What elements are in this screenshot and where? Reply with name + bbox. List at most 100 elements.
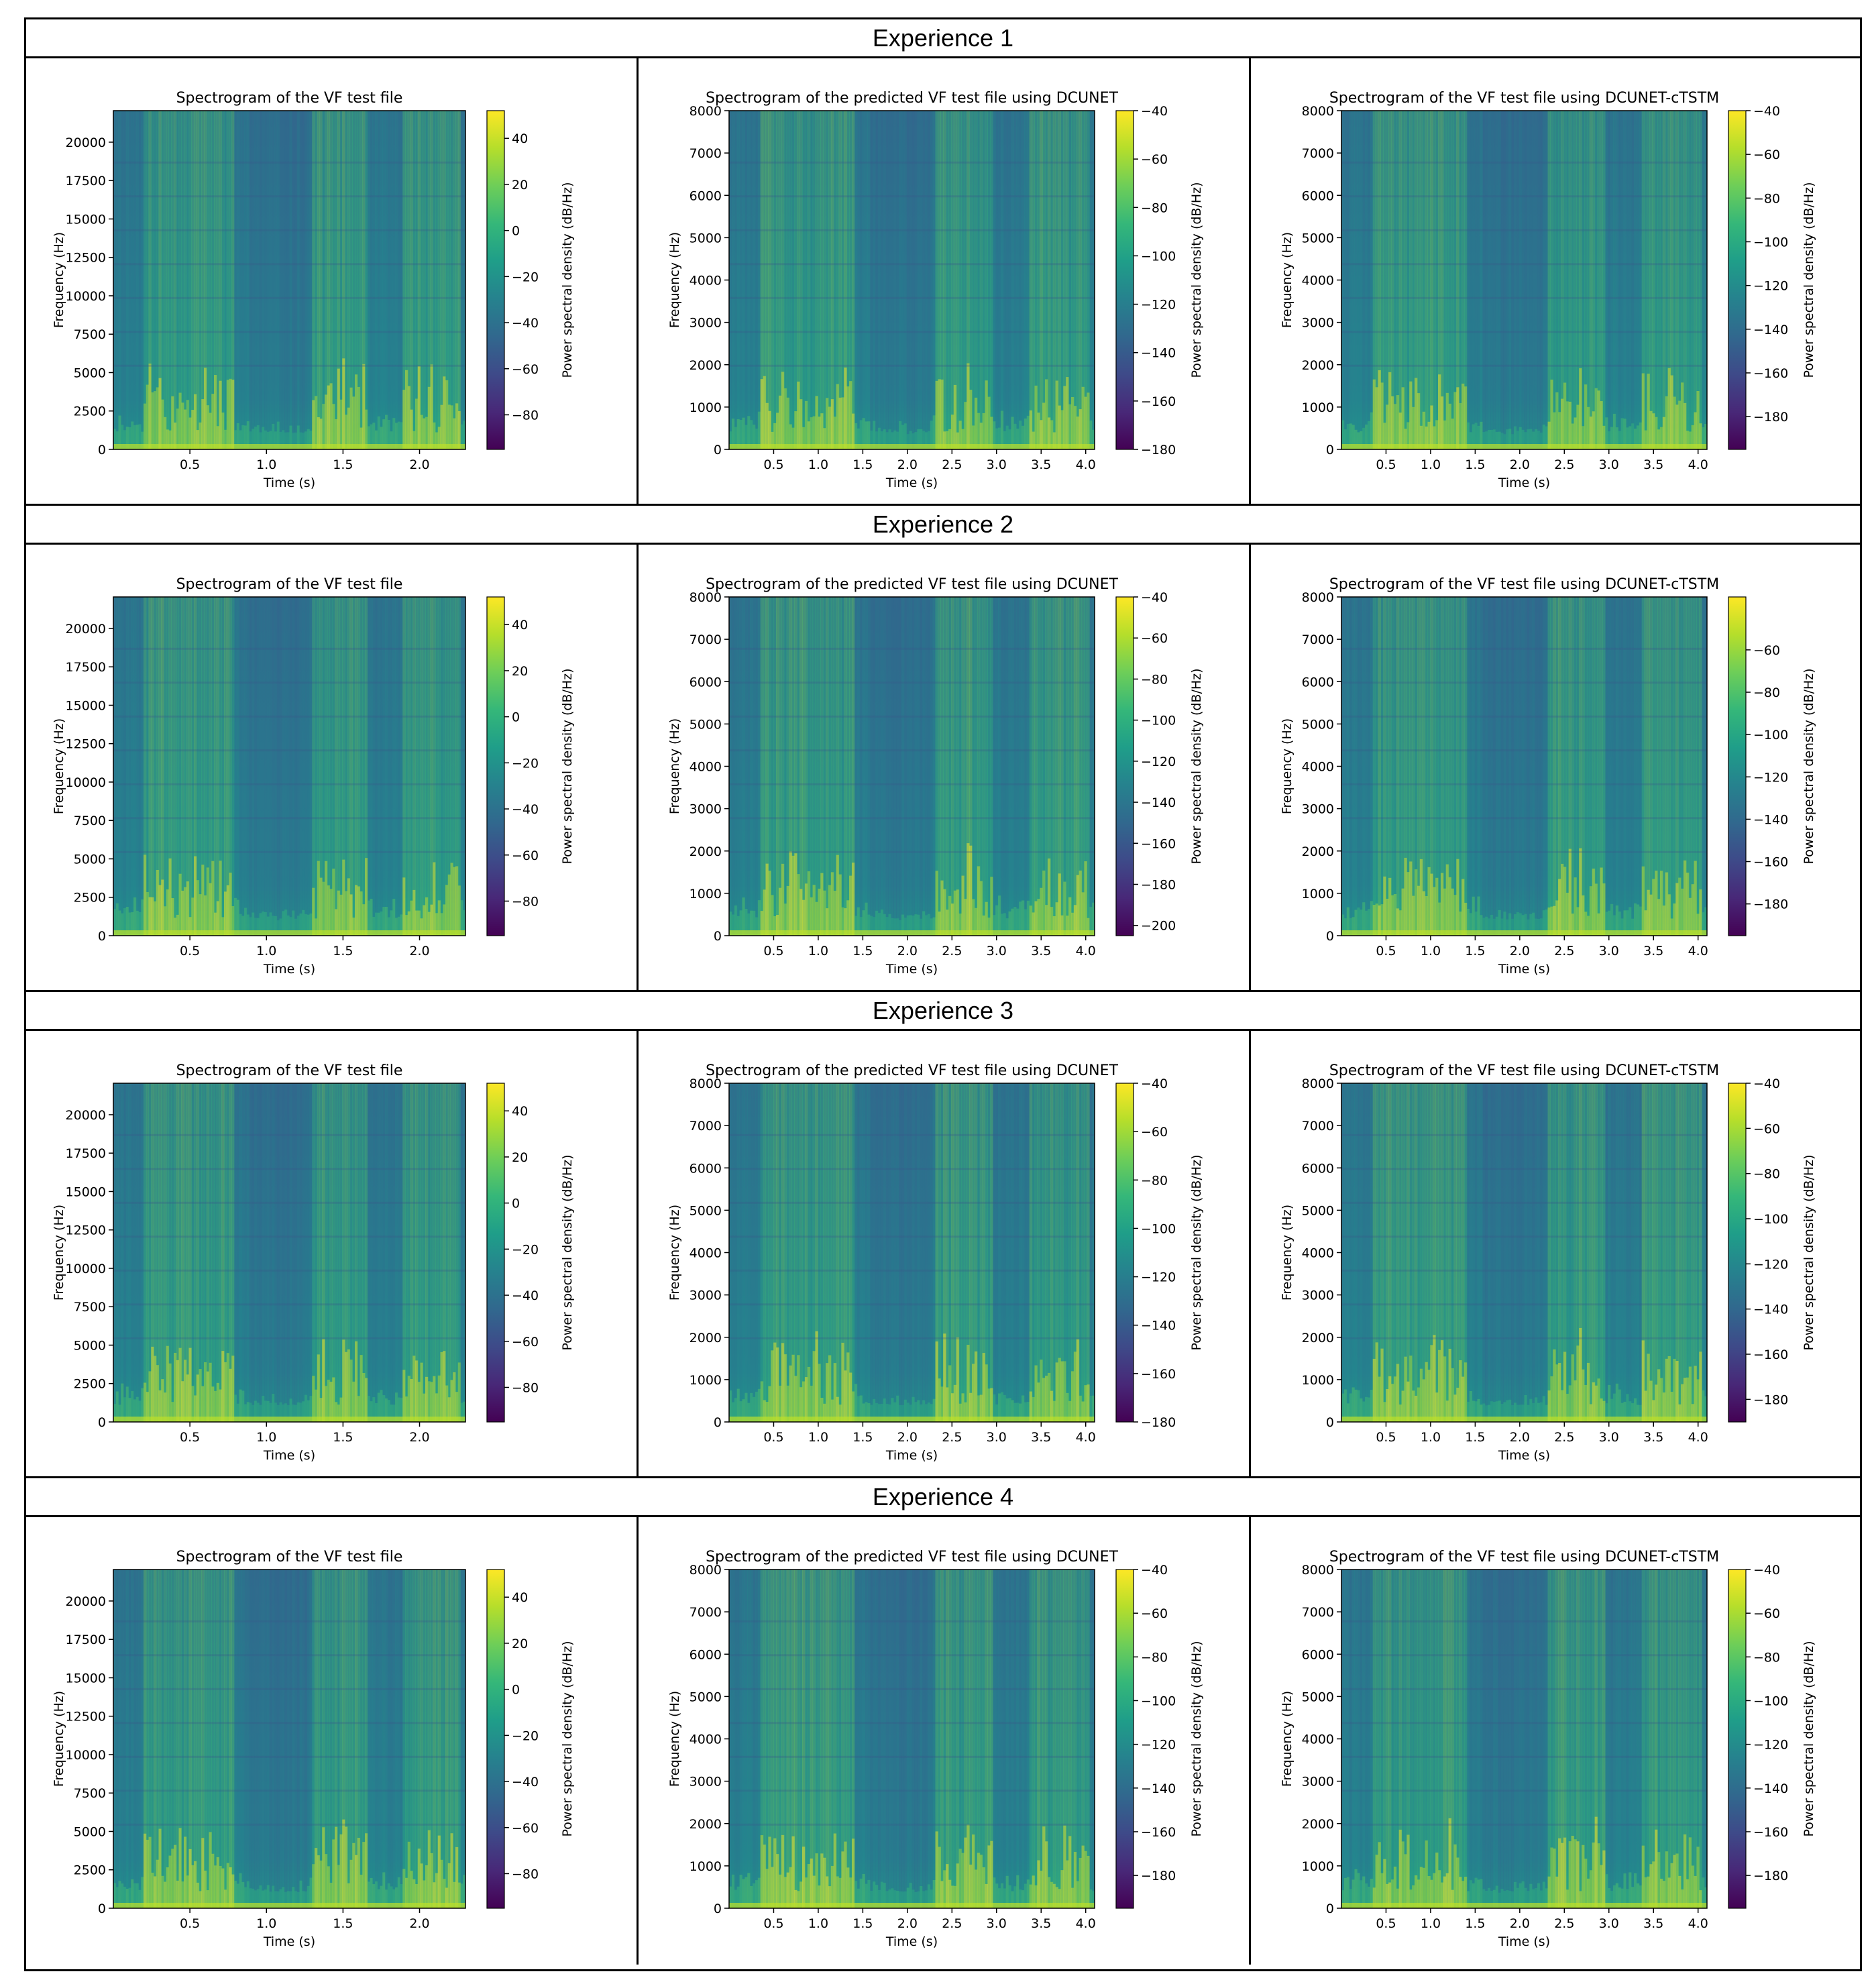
y-tick-label: 7500 — [74, 1786, 106, 1801]
colorbar-tick-label: −120 — [1753, 1738, 1788, 1753]
x-tick-label: 1.5 — [852, 1916, 873, 1931]
y-axis-label: Frequency (Hz) — [667, 1691, 682, 1787]
y-tick-label: 20000 — [66, 1594, 106, 1609]
y-tick-label: 7000 — [689, 146, 722, 161]
spectrogram-svg: Spectrogram of the VF test file 0.5 1.0 1.5… — [52, 576, 575, 977]
colorbar-tick-label: 0 — [512, 224, 520, 239]
colorbar-tick-label: 0 — [512, 1197, 520, 1211]
colorbar-tick-label: −140 — [1753, 1303, 1788, 1317]
spectrogram-panel: Spectrogram of the predicted VF test fil… — [639, 545, 1251, 990]
colorbar-tick-label: −160 — [1141, 394, 1176, 409]
y-tick-label: 0 — [98, 1902, 106, 1916]
chart-title: Spectrogram of the VF test file — [176, 1549, 403, 1565]
y-tick-label: 5000 — [689, 1203, 722, 1218]
y-tick-label: 8000 — [689, 1077, 722, 1091]
y-tick-label: 4000 — [689, 274, 722, 288]
y-tick-label: 2000 — [689, 358, 722, 373]
colorbar-tick-label: −60 — [512, 848, 539, 863]
y-tick-label: 8000 — [1302, 1077, 1334, 1091]
x-axis-label: Time (s) — [1498, 962, 1550, 977]
x-tick-label: 2.0 — [897, 1430, 918, 1445]
colorbar-label: Power spectral density (dB/Hz) — [560, 668, 575, 864]
colorbar-label: Power spectral density (dB/Hz) — [1189, 668, 1204, 864]
colorbar-tick-label: −60 — [512, 362, 539, 377]
spectrogram-panel: Spectrogram of the VF test file using DC… — [1251, 58, 1860, 504]
y-tick-label: 1000 — [1302, 887, 1334, 901]
colorbar-tick-label: 40 — [512, 1590, 528, 1605]
y-tick-label: 15000 — [66, 698, 106, 713]
y-axis-label: Frequency (Hz) — [1280, 718, 1294, 814]
colorbar-tick-label: −120 — [1753, 770, 1788, 785]
colorbar-tick-label: −100 — [1141, 1694, 1176, 1708]
chart-title: Spectrogram of the VF test file using DC… — [1329, 1549, 1719, 1565]
colorbar-tick-label: 20 — [512, 664, 528, 679]
x-tick-label: 1.0 — [808, 944, 828, 958]
y-tick-label: 12500 — [66, 1710, 106, 1724]
x-tick-label: 1.5 — [333, 1916, 353, 1931]
y-tick-label: 8000 — [689, 1563, 722, 1578]
x-axis-label: Time (s) — [885, 962, 938, 977]
colorbar-tick-label: −180 — [1753, 1392, 1788, 1407]
colorbar-tick-label: −140 — [1141, 1319, 1176, 1333]
spectrogram-panel: Spectrogram of the predicted VF test fil… — [639, 58, 1251, 504]
colorbar-tick-label: −140 — [1753, 812, 1788, 827]
y-tick-label: 8000 — [689, 590, 722, 605]
x-tick-label: 2.0 — [897, 944, 918, 958]
y-tick-label: 8000 — [1302, 590, 1334, 605]
x-tick-label: 1.5 — [1465, 944, 1485, 958]
colorbar-tick-label: −140 — [1141, 346, 1176, 361]
x-axis-label: Time (s) — [1498, 476, 1550, 490]
x-tick-label: 2.0 — [1510, 1430, 1530, 1445]
y-tick-label: 6000 — [689, 1647, 722, 1662]
y-tick-label: 2000 — [1302, 1331, 1334, 1345]
colorbar-label: Power spectral density (dB/Hz) — [560, 1641, 575, 1836]
x-tick-label: 2.5 — [1554, 1916, 1574, 1931]
spectrogram-svg: Spectrogram of the VF test file 0.5 1.0 1.5… — [52, 1549, 575, 1949]
y-tick-label: 15000 — [66, 1185, 106, 1199]
chart-title: Spectrogram of the VF test file — [176, 90, 403, 107]
x-tick-label: 2.5 — [942, 1916, 962, 1931]
y-axis-label: Frequency (Hz) — [1280, 1205, 1294, 1301]
colorbar-label: Power spectral density (dB/Hz) — [1189, 1154, 1204, 1350]
y-tick-label: 7000 — [1302, 632, 1334, 647]
x-tick-label: 3.0 — [1599, 1916, 1619, 1931]
colorbar-tick-label: −180 — [1141, 443, 1176, 457]
x-tick-label: 0.5 — [1376, 944, 1396, 958]
x-tick-label: 4.0 — [1076, 457, 1096, 472]
spectrogram-image — [1341, 1570, 1707, 1908]
y-tick-label: 6000 — [1302, 188, 1334, 203]
colorbar-tick-label: 0 — [512, 1683, 520, 1698]
colorbar-label: Power spectral density (dB/Hz) — [1802, 668, 1816, 864]
experience-header: Experience 1 — [26, 19, 1860, 58]
colorbar-tick-label: −40 — [1141, 1077, 1168, 1091]
colorbar-tick-label: 40 — [512, 131, 528, 146]
colorbar-tick-label: −80 — [1753, 191, 1780, 206]
experience-row: Spectrogram of the VF test file 0.5 1.0 1.5… — [26, 545, 1860, 992]
x-tick-label: 3.5 — [1031, 944, 1051, 958]
y-tick-label: 0 — [98, 443, 106, 457]
y-tick-label: 0 — [714, 1415, 722, 1430]
colorbar-tick-label: −60 — [1141, 1606, 1168, 1621]
chart-title: Spectrogram of the predicted VF test fil… — [706, 90, 1118, 107]
colorbar-tick-label: −20 — [512, 1728, 539, 1743]
x-axis-label: Time (s) — [1498, 1448, 1550, 1463]
y-tick-label: 7000 — [689, 1119, 722, 1134]
plot-frame — [113, 110, 466, 450]
x-tick-label: 0.5 — [1376, 1430, 1396, 1445]
y-tick-label: 3000 — [689, 1775, 722, 1790]
x-axis-label: Time (s) — [1498, 1934, 1550, 1949]
y-tick-label: 2000 — [1302, 358, 1334, 373]
y-axis-label: Frequency (Hz) — [1280, 232, 1294, 328]
x-tick-label: 1.0 — [256, 1916, 276, 1931]
y-tick-label: 5000 — [689, 1690, 722, 1704]
x-tick-label: 3.5 — [1643, 1430, 1663, 1445]
colorbar-tick-label: −140 — [1141, 1781, 1176, 1796]
colorbar-tick-label: −120 — [1753, 279, 1788, 294]
y-tick-label: 5000 — [1302, 717, 1334, 732]
y-tick-label: 7000 — [1302, 1605, 1334, 1620]
x-tick-label: 3.0 — [1599, 1430, 1619, 1445]
colorbar-tick-label: −60 — [1141, 1125, 1168, 1140]
spectrogram-svg: Spectrogram of the VF test file using DC… — [1280, 1062, 1816, 1463]
colorbar-tick-label: −160 — [1753, 1347, 1788, 1362]
y-tick-label: 5000 — [689, 717, 722, 732]
